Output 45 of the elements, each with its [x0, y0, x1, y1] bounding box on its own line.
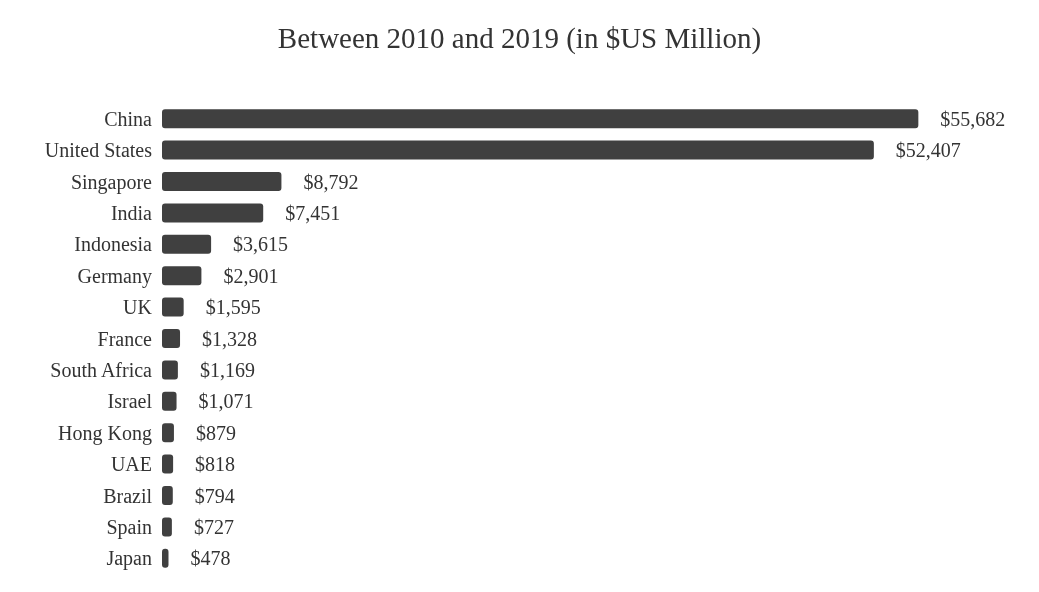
bar	[162, 486, 173, 505]
bar	[162, 517, 172, 537]
bar	[162, 454, 174, 474]
y-tick-label: China	[104, 107, 153, 130]
bar	[162, 360, 178, 380]
data-label: $727	[193, 515, 234, 538]
bar	[162, 423, 174, 443]
data-label: $794	[194, 484, 235, 507]
y-tick-label: France	[97, 327, 153, 350]
bar	[162, 172, 282, 191]
y-tick-label: UAE	[110, 453, 152, 476]
y-tick-label: South Africa	[50, 358, 153, 381]
data-label: $1,328	[202, 327, 258, 350]
bar	[162, 266, 202, 286]
bar	[162, 203, 264, 223]
data-label: $1,595	[205, 296, 261, 319]
data-label: $478	[190, 547, 231, 570]
y-tick-label: UK	[123, 296, 153, 319]
bar	[162, 297, 184, 317]
data-label: $52,407	[895, 139, 961, 162]
data-label: $55,682	[940, 107, 1006, 130]
data-label: $879	[195, 421, 236, 444]
bar	[162, 140, 874, 160]
data-label: $1,169	[199, 358, 255, 381]
y-tick-label: Indonesia	[74, 233, 153, 256]
y-tick-label: Singapore	[70, 170, 153, 194]
data-label: $1,071	[198, 390, 254, 413]
y-tick-label: Israel	[107, 390, 153, 413]
data-label: $818	[195, 453, 236, 476]
bar	[162, 329, 181, 348]
y-tick-label: Brazil	[103, 484, 153, 507]
y-tick-label: Spain	[106, 515, 152, 539]
y-tick-label: Germany	[77, 264, 152, 288]
y-tick-label: Japan	[106, 547, 152, 571]
bar	[162, 109, 919, 129]
data-label: $8,792	[303, 170, 359, 193]
chart-title: Between 2010 and 2019 (in $US Million)	[277, 21, 762, 55]
data-label: $3,615	[233, 233, 289, 256]
data-label: $7,451	[285, 201, 341, 224]
data-label: $2,901	[223, 264, 279, 287]
y-tick-label: Hong Kong	[58, 421, 152, 445]
bar	[162, 234, 212, 254]
bar	[162, 391, 177, 411]
y-tick-label: India	[110, 201, 153, 224]
y-tick-label: United States	[44, 139, 153, 162]
